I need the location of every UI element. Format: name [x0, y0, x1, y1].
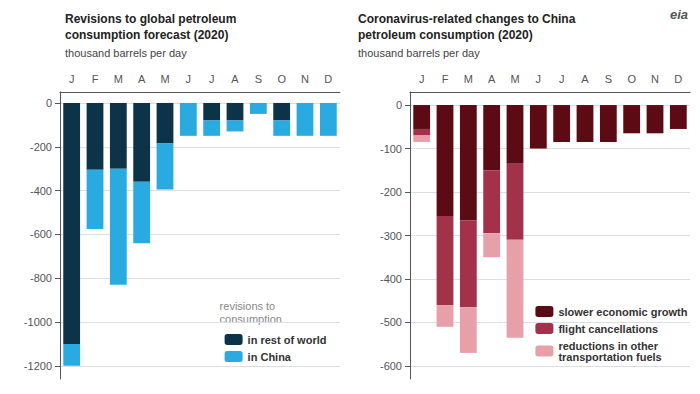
- svg-text:petroleum consumption (2020): petroleum consumption (2020): [358, 28, 533, 42]
- svg-text:-400: -400: [380, 273, 402, 285]
- svg-text:-600: -600: [380, 360, 402, 372]
- svg-text:F: F: [442, 73, 449, 85]
- svg-text:slower economic growth: slower economic growth: [558, 306, 687, 318]
- svg-text:J: J: [559, 73, 565, 85]
- svg-text:O: O: [277, 73, 286, 85]
- svg-text:J: J: [186, 73, 192, 85]
- svg-text:thousand barrels per day: thousand barrels per day: [65, 47, 187, 59]
- svg-text:thousand barrels per day: thousand barrels per day: [358, 47, 480, 59]
- svg-text:-100: -100: [380, 143, 402, 155]
- svg-text:J: J: [69, 73, 75, 85]
- svg-text:-1200: -1200: [24, 360, 52, 372]
- svg-text:revisions to: revisions to: [220, 300, 276, 312]
- svg-text:consumption forecast (2020): consumption forecast (2020): [65, 28, 228, 42]
- svg-text:-300: -300: [380, 230, 402, 242]
- svg-text:-800: -800: [30, 272, 52, 284]
- svg-text:M: M: [160, 73, 169, 85]
- svg-text:transportation fuels: transportation fuels: [558, 351, 661, 363]
- svg-text:consumption: consumption: [219, 312, 282, 325]
- svg-text:-1000: -1000: [24, 316, 52, 328]
- svg-text:S: S: [255, 73, 262, 85]
- svg-text:flight cancellations: flight cancellations: [558, 323, 658, 335]
- svg-text:-200: -200: [380, 186, 402, 198]
- svg-text:eia: eia: [670, 7, 688, 22]
- svg-text:Coronavirus-related changes to: Coronavirus-related changes to China: [358, 12, 576, 26]
- svg-text:M: M: [464, 73, 473, 85]
- svg-text:A: A: [581, 73, 589, 85]
- svg-text:in China: in China: [248, 351, 292, 363]
- svg-text:O: O: [627, 73, 636, 85]
- svg-text:-200: -200: [30, 141, 52, 153]
- svg-text:D: D: [324, 73, 332, 85]
- svg-text:J: J: [419, 73, 425, 85]
- svg-text:-600: -600: [30, 228, 52, 240]
- svg-text:M: M: [510, 73, 519, 85]
- svg-text:J: J: [209, 73, 215, 85]
- svg-text:in rest of world: in rest of world: [248, 334, 327, 346]
- svg-text:reductions in other: reductions in other: [558, 339, 658, 352]
- svg-text:N: N: [651, 73, 659, 85]
- svg-text:S: S: [605, 73, 612, 85]
- svg-text:N: N: [301, 73, 309, 85]
- svg-text:0: 0: [396, 99, 402, 111]
- svg-text:M: M: [114, 73, 123, 85]
- svg-text:0: 0: [46, 97, 52, 109]
- svg-text:A: A: [488, 73, 496, 85]
- svg-text:F: F: [92, 73, 99, 85]
- svg-text:J: J: [536, 73, 542, 85]
- svg-text:A: A: [138, 73, 146, 85]
- svg-text:D: D: [674, 73, 682, 85]
- svg-text:-500: -500: [380, 316, 402, 328]
- svg-text:A: A: [231, 73, 239, 85]
- svg-text:-400: -400: [30, 185, 52, 197]
- svg-text:Revisions to global petroleum: Revisions to global petroleum: [65, 12, 236, 26]
